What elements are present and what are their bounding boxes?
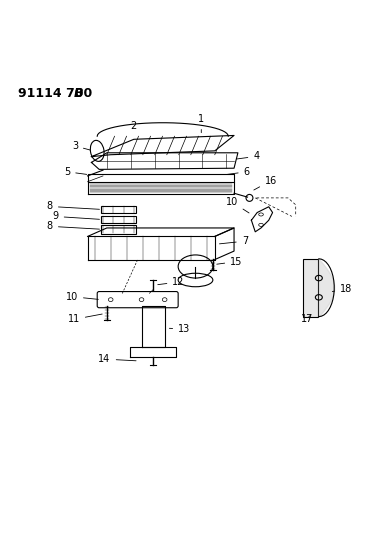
Bar	[303, 259, 318, 317]
Text: 7: 7	[219, 236, 248, 246]
Text: 18: 18	[332, 284, 352, 294]
Text: 1: 1	[198, 114, 204, 133]
Text: 10: 10	[66, 292, 98, 302]
Text: 8: 8	[47, 221, 99, 231]
Bar	[101, 206, 136, 213]
Text: 12: 12	[158, 277, 185, 287]
Text: 6: 6	[227, 167, 250, 177]
Text: 15: 15	[217, 256, 242, 266]
Text: 9: 9	[52, 212, 99, 222]
Text: 91114 700: 91114 700	[18, 87, 92, 100]
Text: B: B	[74, 87, 84, 100]
Bar	[101, 216, 136, 223]
Text: 10: 10	[226, 197, 249, 213]
Bar	[101, 225, 136, 234]
Text: 4: 4	[237, 151, 260, 161]
Text: 11: 11	[68, 314, 102, 325]
Text: 2: 2	[131, 120, 137, 131]
Text: 8: 8	[47, 201, 99, 212]
Text: 17: 17	[301, 314, 314, 325]
Text: 13: 13	[169, 324, 190, 334]
FancyBboxPatch shape	[97, 292, 178, 308]
Text: 5: 5	[64, 167, 87, 177]
Text: 14: 14	[99, 354, 136, 364]
Text: 3: 3	[72, 141, 91, 151]
Text: 16: 16	[254, 176, 277, 190]
